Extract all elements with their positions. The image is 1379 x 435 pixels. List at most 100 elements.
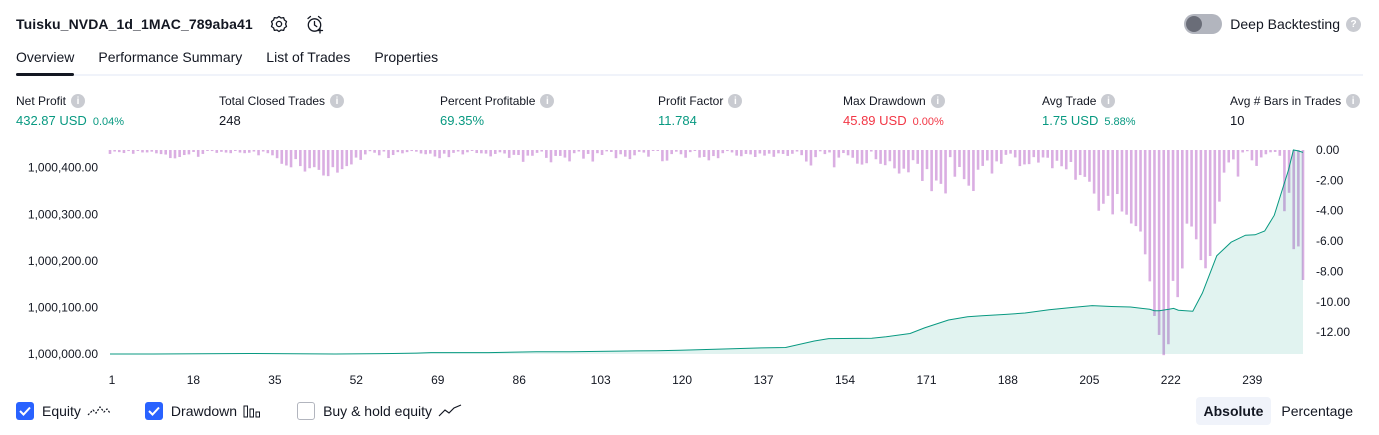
drawdown-bar xyxy=(623,150,627,157)
deep-backtesting-toggle[interactable] xyxy=(1184,14,1223,34)
legend-equity[interactable]: Equity xyxy=(16,402,111,420)
metric-label: Avg Trade xyxy=(1042,94,1097,108)
drawdown-bar xyxy=(512,150,516,155)
drawdown-bar xyxy=(331,150,335,168)
x-axis: 1 18 35 52 69 86 103 120 137 154 171 188 205 222 239 xyxy=(109,373,1263,387)
drawdown-bar xyxy=(707,150,711,161)
tab-properties[interactable]: Properties xyxy=(374,49,439,65)
drawdown-bar xyxy=(294,150,297,160)
drawdown-bar xyxy=(1176,150,1179,298)
drawdown-bar xyxy=(832,150,836,168)
info-icon[interactable]: i xyxy=(930,94,945,108)
x-axis-tick: 137 xyxy=(754,373,774,387)
drawdown-bar xyxy=(1171,150,1175,281)
drawdown-bar xyxy=(475,150,479,154)
metric-avg-trade: Avg Trade i 1.75 USD 5.88% xyxy=(1042,93,1136,128)
drawdown-bar xyxy=(735,150,738,156)
drawdown-bar xyxy=(336,150,339,173)
drawdown-bar xyxy=(415,150,418,152)
drawdown-bar xyxy=(763,150,766,156)
metric-avg-bars-in-trades: Avg # Bars in Trades i 10 xyxy=(1230,93,1361,128)
metric-value: 69.35% xyxy=(440,113,485,128)
legend-drawdown[interactable]: Drawdown xyxy=(144,402,263,420)
drawdown-bar xyxy=(647,150,650,157)
info-icon[interactable]: i xyxy=(540,94,555,108)
drawdown-bar xyxy=(990,150,994,174)
drawdown-bar xyxy=(271,150,274,156)
drawdown-bar xyxy=(201,150,205,154)
legend-buy-hold[interactable]: Buy & hold equity xyxy=(297,402,462,420)
tab-list-of-trades[interactable]: List of Trades xyxy=(266,49,351,65)
drawdown-bar xyxy=(1032,150,1036,158)
drawdown-bar xyxy=(911,150,915,161)
drawdown-bar xyxy=(206,150,209,151)
tab-performance-summary[interactable]: Performance Summary xyxy=(98,49,243,65)
info-icon[interactable]: i xyxy=(71,94,86,108)
equity-drawdown-chart[interactable]: 1,000,400.00 1,000,300.00 1,000,200.00 1,00… xyxy=(0,140,1379,392)
drawdown-bar xyxy=(456,150,460,152)
percentage-button[interactable]: Percentage xyxy=(1281,403,1353,419)
drawdown-bar xyxy=(767,150,771,154)
drawdown-bar xyxy=(1069,150,1073,162)
drawdown-bar xyxy=(744,150,748,154)
left-axis: 1,000,400.00 1,000,300.00 1,000,200.00 1,00… xyxy=(28,161,98,361)
drawdown-bar xyxy=(410,150,414,152)
x-axis-tick: 52 xyxy=(350,373,364,387)
drawdown-bar xyxy=(317,150,321,170)
drawdown-bar xyxy=(470,150,474,151)
drawdown-checkbox[interactable] xyxy=(144,402,163,420)
drawdown-bar xyxy=(1143,150,1147,255)
drawdown-bar xyxy=(679,150,683,155)
drawdown-bar xyxy=(805,150,808,162)
x-axis-tick: 69 xyxy=(431,373,445,387)
left-axis-tick: 1,000,000.00 xyxy=(28,347,98,361)
right-axis-tick: 0.00 xyxy=(1316,143,1340,157)
drawdown-bar xyxy=(322,150,325,176)
drawdown-bar xyxy=(210,150,214,152)
info-icon[interactable]: i xyxy=(728,94,743,108)
drawdown-bar xyxy=(1157,150,1161,335)
check-icon xyxy=(19,406,31,416)
right-axis-tick: -2.00 xyxy=(1316,173,1344,187)
drawdown-bar xyxy=(1046,150,1049,158)
drawdown-bar xyxy=(591,150,595,162)
drawdown-bar xyxy=(1148,150,1152,282)
gear-icon[interactable] xyxy=(269,14,289,34)
drawdown-bar xyxy=(252,150,256,152)
drawdown-bar xyxy=(972,150,975,191)
drawdown-bar xyxy=(814,150,817,158)
drawdown-bar xyxy=(150,150,154,152)
drawdown-bar xyxy=(944,150,947,194)
drawdown-bar xyxy=(577,150,581,152)
drawdown-bar xyxy=(981,150,984,166)
info-icon[interactable]: i xyxy=(1101,94,1116,108)
drawdown-bar xyxy=(354,150,358,158)
equity-checkbox[interactable] xyxy=(16,402,34,420)
metric-total-closed-trades: Total Closed Trades i 248 xyxy=(219,93,345,128)
info-icon[interactable]: i xyxy=(1346,94,1361,108)
drawdown-bar xyxy=(749,150,752,155)
absolute-button[interactable]: Absolute xyxy=(1195,397,1272,425)
drawdown-bar xyxy=(498,150,502,153)
info-icon[interactable]: i xyxy=(330,94,345,108)
gear-icon-graphic xyxy=(270,15,287,33)
buy-hold-checkbox[interactable] xyxy=(297,402,316,420)
drawdown-bar xyxy=(187,150,191,155)
drawdown-bar xyxy=(1255,150,1258,166)
drawdown-bar xyxy=(902,150,906,169)
drawdown-bar xyxy=(860,150,864,165)
x-axis-tick: 18 xyxy=(187,373,201,387)
tab-overview[interactable]: Overview xyxy=(16,46,75,76)
help-icon[interactable]: ? xyxy=(1346,16,1361,32)
drawdown-bar xyxy=(424,150,427,155)
drawdown-bar xyxy=(229,150,232,154)
x-axis-tick: 222 xyxy=(1161,373,1181,387)
drawdown-bar xyxy=(1181,150,1184,269)
metric-label: Net Profit xyxy=(16,94,67,108)
drawdown-bar xyxy=(220,150,223,152)
drawdown-bar xyxy=(600,150,604,156)
left-axis-tick: 1,000,100.00 xyxy=(28,300,98,314)
add-alert-icon[interactable] xyxy=(305,14,325,34)
drawdown-bar xyxy=(1125,150,1128,215)
metric-value: 432.87 USD xyxy=(16,113,87,128)
